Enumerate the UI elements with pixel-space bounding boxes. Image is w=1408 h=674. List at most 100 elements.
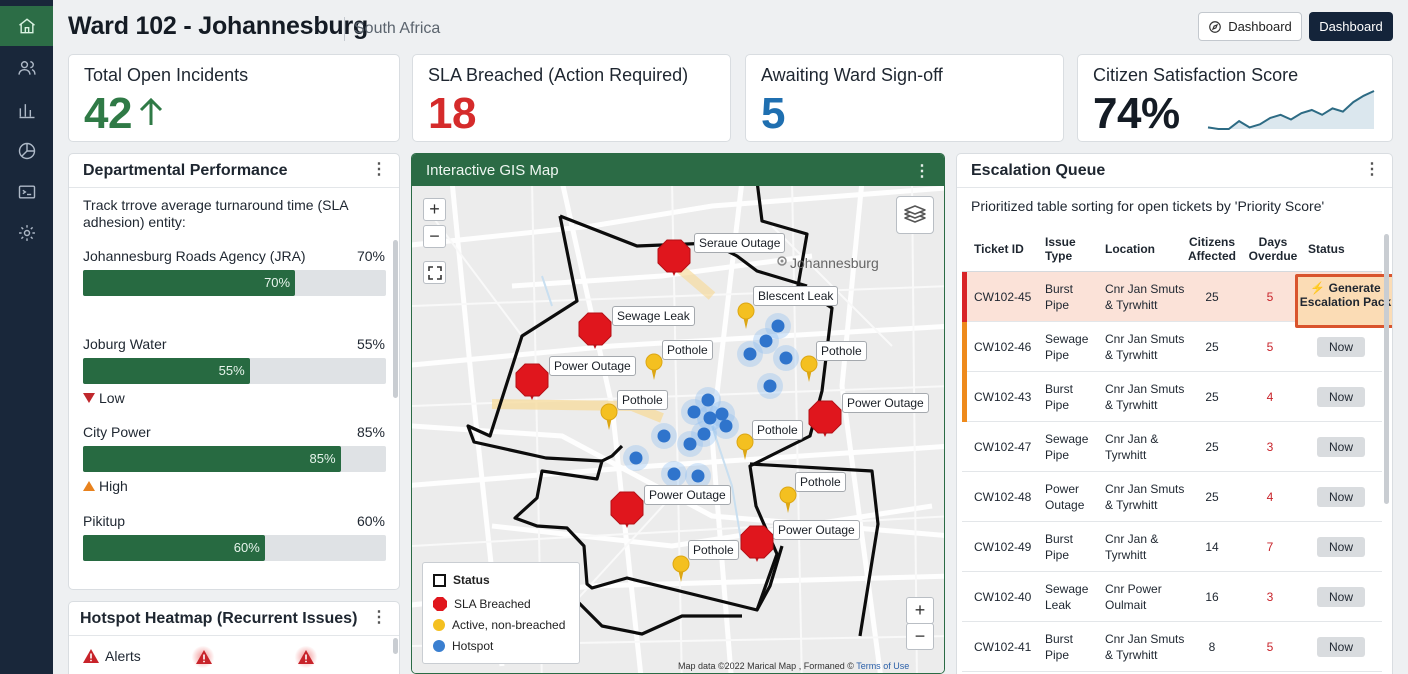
active-issue-marker[interactable] xyxy=(736,433,754,460)
panel-header: Departmental Performance ⋮ xyxy=(69,154,399,188)
sidebar-item-users[interactable] xyxy=(0,48,53,88)
marker-label: Pothole xyxy=(795,472,846,492)
now-button[interactable]: Now xyxy=(1317,337,1365,357)
dept-bar-label: 55% xyxy=(218,363,245,378)
col-citizens-affected[interactable]: Citizens Affected xyxy=(1187,235,1236,263)
hotspot-dot[interactable] xyxy=(697,427,711,441)
dashboard-outline-button[interactable]: Dashboard xyxy=(1198,12,1302,41)
ticket-id[interactable]: CW102-41 xyxy=(974,640,1032,654)
active-issue-marker[interactable] xyxy=(800,355,818,382)
sidebar-item-analytics[interactable] xyxy=(0,90,53,130)
now-button[interactable]: Now xyxy=(1317,637,1365,657)
sla-breached-marker[interactable] xyxy=(740,525,774,562)
issue-type: Sewage Pipe xyxy=(1045,332,1089,362)
more-options-icon[interactable]: ⋮ xyxy=(914,163,930,180)
kpi-sla-breached: SLA Breached (Action Required) 18 xyxy=(412,54,731,142)
hotspot-dot[interactable] xyxy=(629,451,643,465)
now-button[interactable]: Now xyxy=(1317,387,1365,407)
table-row[interactable]: CW102-40 Sewage Leak Cnr Power Oulmait 16 3 N… xyxy=(962,572,1382,622)
location: Cnr Jan Smuts & Tyrwhitt xyxy=(1105,482,1185,512)
hotspot-dot[interactable] xyxy=(683,437,697,451)
hotspot-dot[interactable] xyxy=(691,469,705,483)
issue-type: Sewage Pipe xyxy=(1045,432,1089,462)
hotspot-dot[interactable] xyxy=(715,407,729,421)
zoom-out-button[interactable]: − xyxy=(423,225,446,248)
sla-breached-marker[interactable] xyxy=(657,239,691,276)
location: Cnr Power Oulmait xyxy=(1105,582,1162,612)
generate-escalation-pack-button[interactable]: ⚡ Generate Escalation Pack xyxy=(1295,274,1392,328)
scrollbar[interactable] xyxy=(393,638,398,654)
scrollbar[interactable] xyxy=(393,240,398,398)
zoom-in-button[interactable]: + xyxy=(423,198,446,221)
active-issue-marker[interactable] xyxy=(779,486,797,513)
now-button[interactable]: Now xyxy=(1317,587,1365,607)
table-header: Ticket ID Issue Type Location Citizens A… xyxy=(962,226,1382,272)
active-issue-marker[interactable] xyxy=(672,555,690,582)
hotspot-dot[interactable] xyxy=(701,393,715,407)
ticket-id[interactable]: CW102-45 xyxy=(974,290,1032,304)
ticket-id[interactable]: CW102-47 xyxy=(974,440,1032,454)
dept-tag-high: High xyxy=(83,478,128,494)
ticket-id[interactable]: CW102-43 xyxy=(974,390,1032,404)
hotspot-dot[interactable] xyxy=(703,411,717,425)
zoom-in-button-bottom[interactable]: + xyxy=(906,597,934,624)
layers-button[interactable] xyxy=(896,196,934,234)
issue-type: Burst Pipe xyxy=(1045,282,1074,312)
more-options-icon[interactable]: ⋮ xyxy=(1364,161,1380,178)
sla-breached-marker[interactable] xyxy=(515,363,549,400)
tag-label: High xyxy=(99,478,128,494)
ticket-id[interactable]: CW102-48 xyxy=(974,490,1032,504)
now-button[interactable]: Now xyxy=(1317,537,1365,557)
sidebar-item-reports[interactable] xyxy=(0,131,53,171)
more-options-icon[interactable]: ⋮ xyxy=(371,161,387,178)
citizens-affected: 8 xyxy=(1208,640,1216,654)
col-days-overdue[interactable]: Days Overdue xyxy=(1248,235,1298,263)
col-ticket-id[interactable]: Ticket ID xyxy=(974,242,1024,256)
sla-breached-marker[interactable] xyxy=(610,491,644,528)
table-row[interactable]: CW102-46 Sewage Pipe Cnr Jan Smuts & Tyrwh… xyxy=(962,322,1382,372)
dashboard-solid-button[interactable]: Dashboard xyxy=(1309,12,1393,41)
active-issue-marker[interactable] xyxy=(737,302,755,329)
hotspot-dot[interactable] xyxy=(779,351,793,365)
table-row[interactable]: CW102-43 Burst Pipe Cnr Jan Smuts & Tyrwhi… xyxy=(962,372,1382,422)
blue-dot-icon xyxy=(433,640,445,652)
sla-breached-marker[interactable] xyxy=(578,312,612,349)
legend-item: Active, non-breached xyxy=(433,618,565,632)
kpi-awaiting-signoff: Awaiting Ward Sign-off 5 xyxy=(745,54,1064,142)
ticket-id[interactable]: CW102-40 xyxy=(974,590,1032,604)
page-subtitle: South Africa xyxy=(344,17,440,41)
now-button[interactable]: Now xyxy=(1317,437,1365,457)
active-issue-marker[interactable] xyxy=(600,403,618,430)
zoom-out-button-bottom[interactable]: − xyxy=(906,623,934,650)
sidebar-item-settings[interactable] xyxy=(0,213,53,253)
scrollbar[interactable] xyxy=(1384,234,1389,504)
table-row[interactable]: CW102-47 Sewage Pipe Cnr Jan & Tyrwhitt 25 3… xyxy=(962,422,1382,472)
dept-bar: 55% xyxy=(83,358,386,384)
hotspot-dot[interactable] xyxy=(771,319,785,333)
hotspot-dot[interactable] xyxy=(719,419,733,433)
sidebar-item-home[interactable] xyxy=(0,6,53,46)
col-location[interactable]: Location xyxy=(1105,242,1155,256)
hotspot-dot[interactable] xyxy=(743,347,757,361)
hotspot-dot[interactable] xyxy=(667,467,681,481)
table-row[interactable]: CW102-41 Burst Pipe Cnr Jan Smuts & Tyrwhi… xyxy=(962,622,1382,672)
terms-link[interactable]: Terms of Use xyxy=(856,661,910,671)
table-row[interactable]: CW102-45 Burst Pipe Cnr Jan Smuts & Tyrwhi… xyxy=(962,272,1392,328)
ticket-id[interactable]: CW102-46 xyxy=(974,340,1032,354)
sla-breached-marker[interactable] xyxy=(808,400,842,437)
fullscreen-button[interactable] xyxy=(423,261,446,284)
active-issue-marker[interactable] xyxy=(645,353,663,380)
now-button[interactable]: Now xyxy=(1317,487,1365,507)
hotspot-dot[interactable] xyxy=(657,429,671,443)
more-options-icon[interactable]: ⋮ xyxy=(371,609,387,626)
hotspot-dot[interactable] xyxy=(763,379,777,393)
col-issue-type[interactable]: Issue Type xyxy=(1045,235,1076,263)
table-row[interactable]: CW102-48 Power Outage Cnr Jan Smuts & Tyrw… xyxy=(962,472,1382,522)
col-status[interactable]: Status xyxy=(1308,242,1345,256)
sidebar-item-console[interactable] xyxy=(0,172,53,212)
hotspot-dot[interactable] xyxy=(759,334,773,348)
priority-accent xyxy=(962,322,967,372)
ticket-id[interactable]: CW102-49 xyxy=(974,540,1032,554)
table-row[interactable]: CW102-49 Burst Pipe Cnr Jan & Tyrwhitt 14 7 N… xyxy=(962,522,1382,572)
hotspot-dot[interactable] xyxy=(687,405,701,419)
